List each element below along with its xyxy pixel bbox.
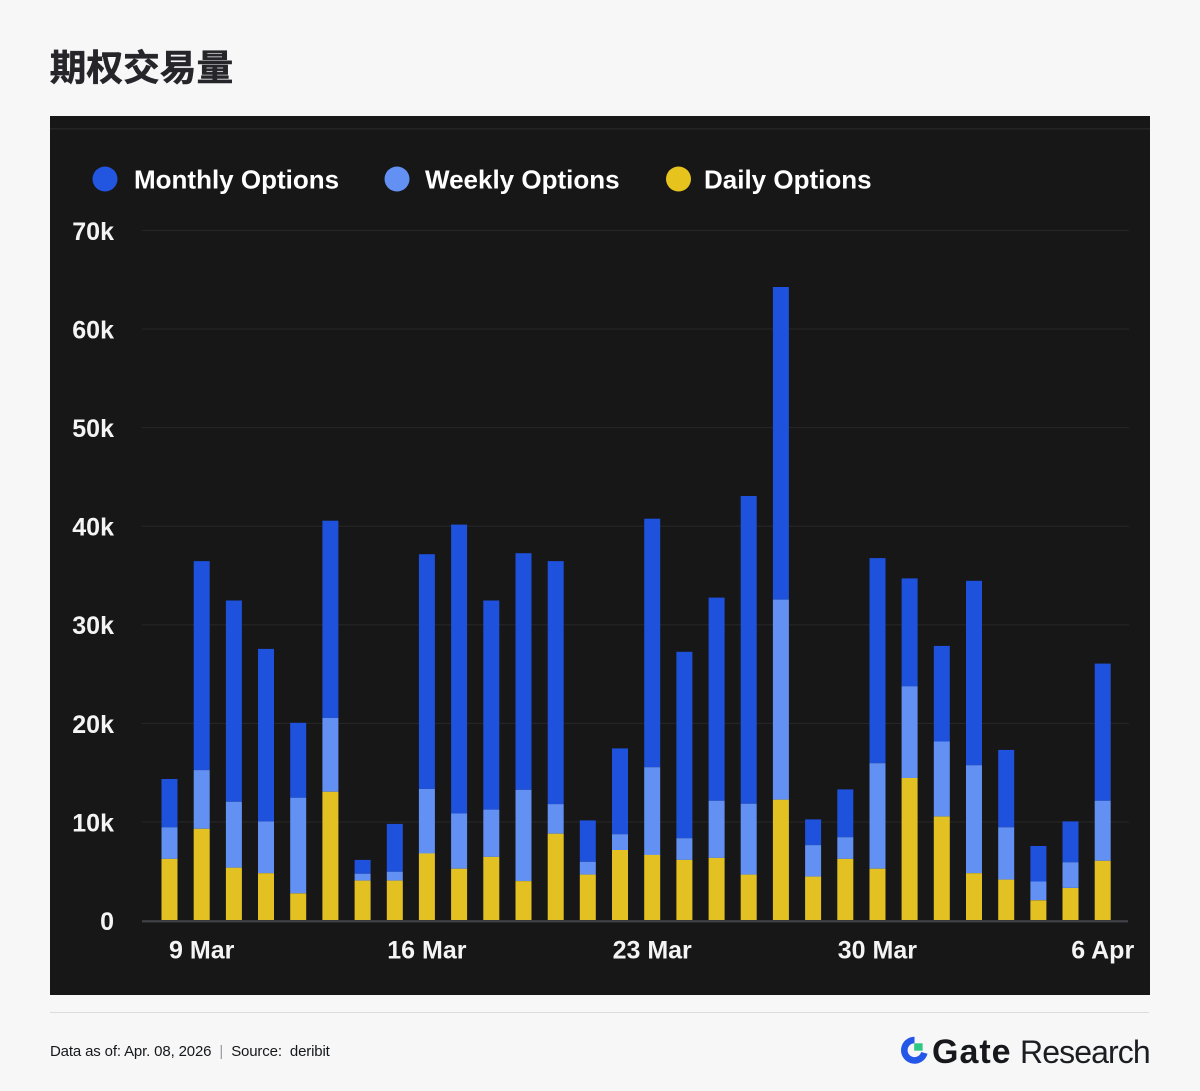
svg-text:70k: 70k bbox=[72, 218, 114, 246]
svg-text:23 Mar: 23 Mar bbox=[613, 937, 692, 965]
svg-text:Monthly Options: Monthly Options bbox=[134, 165, 339, 195]
svg-text:Research: Research bbox=[1020, 1034, 1150, 1070]
svg-text:9 Mar: 9 Mar bbox=[169, 937, 235, 965]
svg-text:Daily Options: Daily Options bbox=[704, 165, 872, 195]
svg-text:10k: 10k bbox=[72, 809, 114, 837]
svg-text:Gate: Gate bbox=[932, 1033, 1012, 1071]
svg-text:20k: 20k bbox=[72, 711, 114, 739]
svg-text:6 Apr: 6 Apr bbox=[1071, 937, 1134, 965]
svg-text:0: 0 bbox=[100, 908, 114, 936]
svg-text:30k: 30k bbox=[72, 612, 114, 640]
svg-text:30 Mar: 30 Mar bbox=[838, 937, 917, 965]
svg-text:Weekly Options: Weekly Options bbox=[425, 165, 620, 195]
svg-text:16 Mar: 16 Mar bbox=[387, 937, 466, 965]
svg-text:40k: 40k bbox=[72, 514, 114, 542]
svg-text:50k: 50k bbox=[72, 415, 114, 443]
svg-text:60k: 60k bbox=[72, 316, 114, 344]
